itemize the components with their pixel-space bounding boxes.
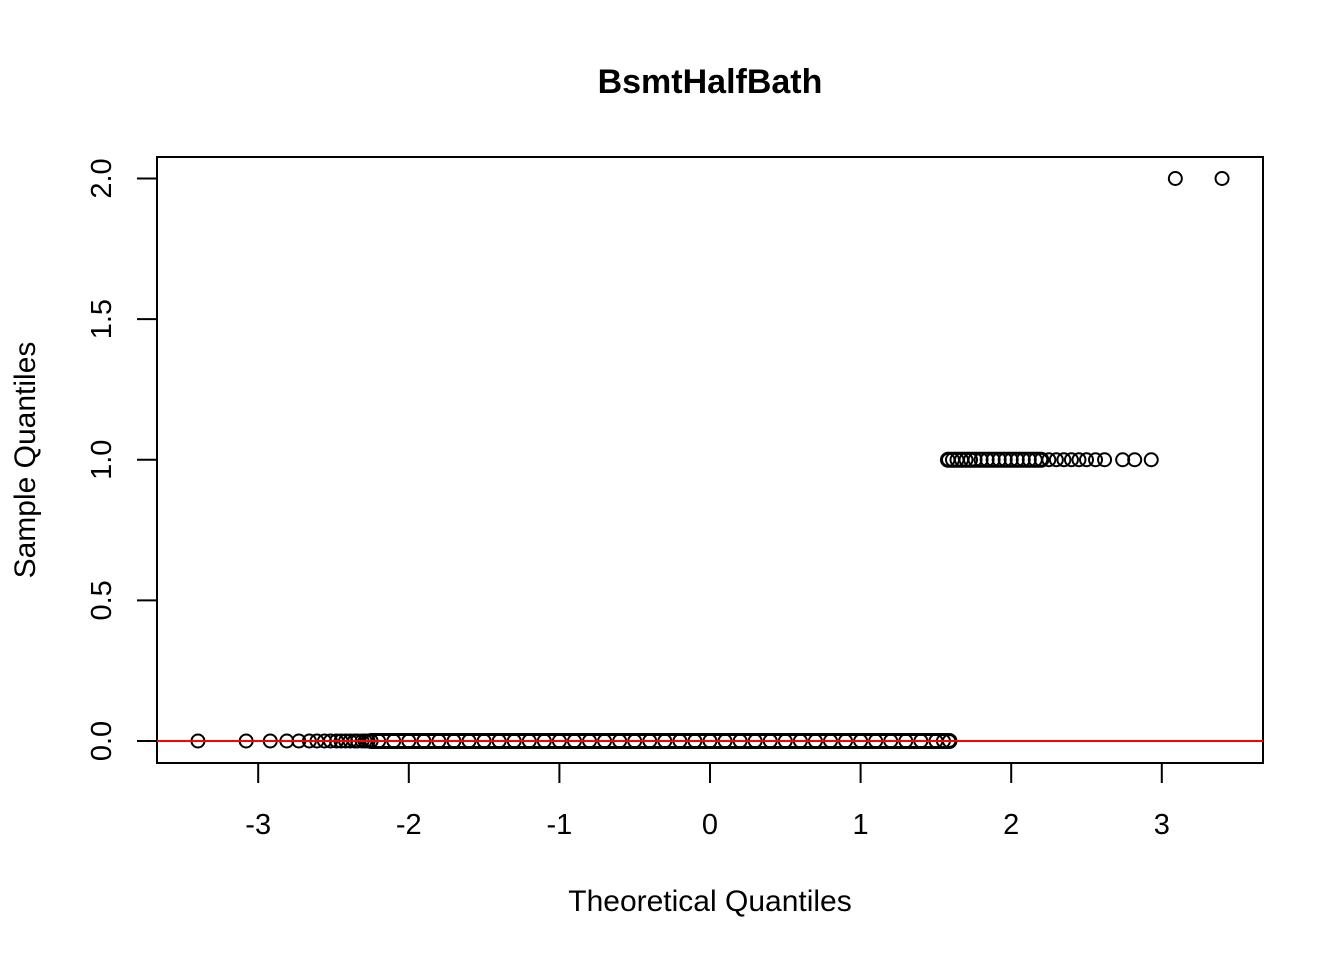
data-point [1097,452,1113,468]
data-point [1071,452,1087,468]
y-tick-label: 2.0 [86,158,118,198]
data-point [1041,452,1057,468]
data-point [1167,171,1183,186]
data-point [1088,452,1104,468]
x-axis-label: Theoretical Quantiles [568,885,851,918]
y-tick-label: 0.5 [86,580,118,620]
data-point [1143,452,1159,468]
x-tick-label: 0 [702,809,718,841]
x-tick-label: 2 [1003,809,1019,841]
x-tick-label: 3 [1154,809,1170,841]
data-point [1048,452,1064,468]
y-tick-label: 0.0 [86,721,118,761]
x-tick-label: -3 [245,809,271,841]
chart-title: BsmtHalfBath [598,63,823,101]
x-tick-label: -1 [547,809,573,841]
y-tick-label: 1.5 [86,299,118,339]
x-tick-label: -2 [396,809,422,841]
data-point [1056,452,1072,468]
data-point [1127,452,1143,468]
data-point [1214,171,1230,186]
x-axis: -3 -2 -1 0 1 2 3 [245,762,1170,841]
y-axis: 0.0 0.5 1.0 1.5 2.0 [86,158,158,761]
points-layer [190,171,1230,749]
data-point [1079,452,1094,468]
y-axis-label: Sample Quantiles [9,342,42,579]
overplotted-points-band-1 [939,451,1050,468]
x-tick-label: 1 [853,809,869,841]
y-tick-label: 1.0 [86,440,118,480]
data-point [1063,452,1079,468]
